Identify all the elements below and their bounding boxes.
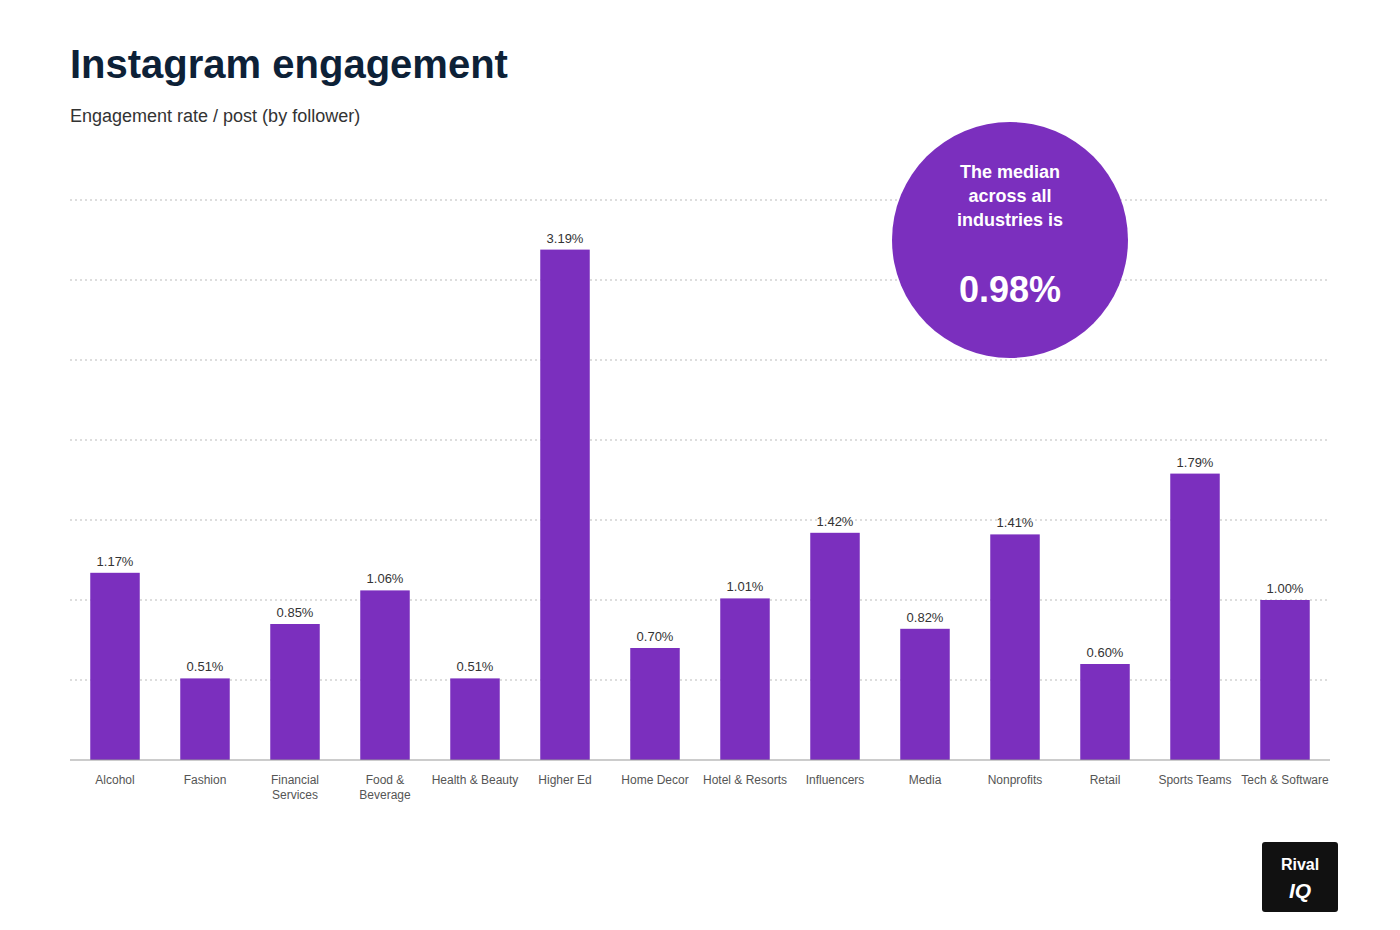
bar xyxy=(180,678,230,760)
data-label: 0.82% xyxy=(907,610,944,625)
bars xyxy=(90,250,1310,760)
grid-line xyxy=(70,280,1330,281)
annotation-text: The median xyxy=(960,162,1060,182)
annotation-text: across all xyxy=(968,186,1051,206)
chart-container: Instagram engagement Engagement rate / po… xyxy=(0,0,1400,930)
data-label: 0.85% xyxy=(277,605,314,620)
subtitle: Engagement rate / post (by follower) xyxy=(70,106,360,126)
data-label: 1.41% xyxy=(997,515,1034,530)
annotation-circle xyxy=(892,122,1128,358)
bar xyxy=(900,629,950,760)
median-annotation: The median across all industries is 0.98% xyxy=(892,122,1128,358)
bar xyxy=(450,678,500,760)
x-tick-label: Health & Beauty xyxy=(432,773,519,787)
bar xyxy=(90,573,140,760)
data-label: 3.19% xyxy=(547,231,584,246)
bar xyxy=(1260,600,1310,760)
x-axis: Alcohol Fashion FinancialServices Food &Bev… xyxy=(95,773,1329,802)
logo-text: IQ xyxy=(1289,879,1311,902)
data-label: 0.51% xyxy=(187,659,224,674)
x-tick-label: Sports Teams xyxy=(1158,773,1231,787)
data-label: 1.79% xyxy=(1177,455,1214,470)
grid-line xyxy=(70,360,1330,361)
data-label: 1.00% xyxy=(1267,581,1304,596)
data-label: 1.17% xyxy=(97,554,134,569)
bar xyxy=(630,648,680,760)
data-label: 1.42% xyxy=(817,514,854,529)
x-tick-label: Tech & Software xyxy=(1241,773,1329,787)
x-tick-label: Food &Beverage xyxy=(359,773,411,802)
data-labels: 1.17% 0.51% 0.85% 1.06% 0.51% 3.19% 0.70% 1.01%… xyxy=(97,231,1304,675)
x-axis-line xyxy=(70,760,1330,761)
x-tick-label: Fashion xyxy=(184,773,227,787)
grid-line xyxy=(70,440,1330,441)
x-tick-label: Higher Ed xyxy=(538,773,591,787)
bar xyxy=(360,590,410,760)
data-label: 0.60% xyxy=(1087,645,1124,660)
grid-line xyxy=(70,520,1330,521)
bar xyxy=(1080,664,1130,760)
grid-line xyxy=(70,680,1330,681)
x-tick-label: Retail xyxy=(1090,773,1121,787)
data-label: 1.06% xyxy=(367,571,404,586)
title: Instagram engagement xyxy=(70,42,508,86)
x-tick-label: FinancialServices xyxy=(271,773,319,802)
x-tick-label: Alcohol xyxy=(95,773,134,787)
chart-svg: Instagram engagement Engagement rate / po… xyxy=(0,0,1400,930)
data-label: 0.70% xyxy=(637,629,674,644)
bar xyxy=(270,624,320,760)
annotation-text: 0.98% xyxy=(959,269,1061,310)
x-tick-label: Hotel & Resorts xyxy=(703,773,787,787)
data-label: 0.51% xyxy=(457,659,494,674)
x-tick-label: Nonprofits xyxy=(988,773,1043,787)
x-tick-label: Home Decor xyxy=(621,773,688,787)
x-tick-label: Media xyxy=(909,773,942,787)
bar xyxy=(990,534,1040,760)
bar xyxy=(810,533,860,760)
logo-text: Rival xyxy=(1281,856,1319,873)
data-label: 1.01% xyxy=(727,579,764,594)
grid-line xyxy=(70,600,1330,601)
annotation-text: industries is xyxy=(957,210,1063,230)
grid-line xyxy=(70,200,1330,201)
bar xyxy=(540,250,590,760)
logo: Rival IQ xyxy=(1262,842,1338,912)
logo-box xyxy=(1262,842,1338,912)
bar xyxy=(1170,474,1220,760)
grid xyxy=(70,200,1330,680)
x-tick-label: Influencers xyxy=(806,773,865,787)
bar xyxy=(720,598,770,760)
